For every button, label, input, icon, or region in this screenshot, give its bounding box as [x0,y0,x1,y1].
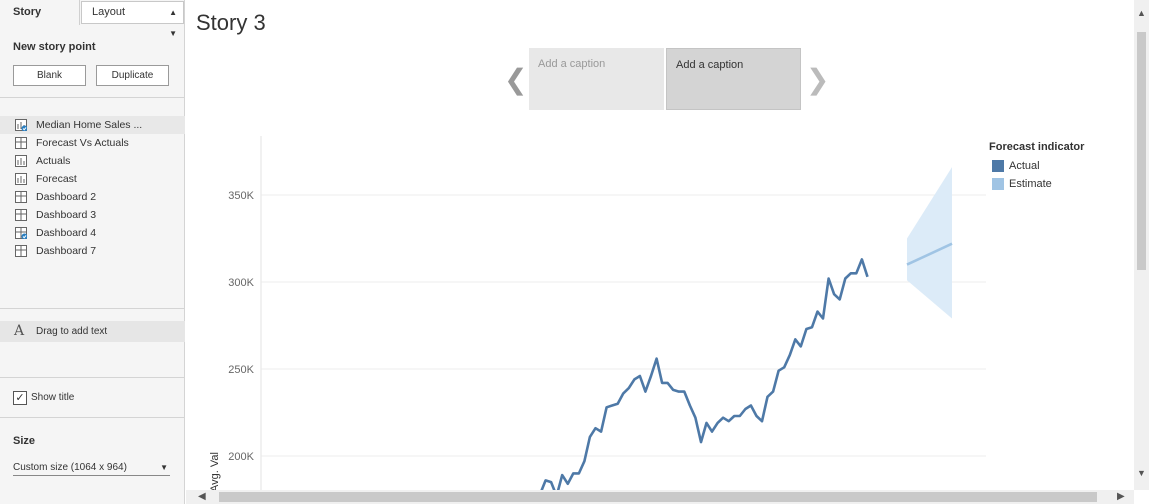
y-tick-label: 250K [228,364,254,376]
divider [0,97,185,98]
drag-text-label: Drag to add text [36,326,108,337]
show-title-label: Show title [31,392,75,403]
scroll-thumb[interactable] [1137,32,1146,270]
sheet-item[interactable]: Forecast [0,170,185,188]
sheet-item-label: Dashboard 4 [36,227,97,239]
sheet-item-label: Dashboard 7 [36,245,97,257]
sheet-item-label: Forecast Vs Actuals [36,137,129,149]
y-tick-label: 350K [228,190,254,202]
sheet-item[interactable]: Dashboard 4 [0,224,185,242]
legend: Forecast indicator Actual Estimate [989,141,1084,193]
dashboard-icon [15,137,27,149]
sheet-item[interactable]: Dashboard 2 [0,188,185,206]
text-object-icon: A [14,323,25,339]
sheet-item[interactable]: Dashboard 7 [0,242,185,260]
legend-swatch [992,160,1004,172]
horizontal-scrollbar[interactable]: ◀ ▶ [186,490,1134,504]
y-tick-label: 300K [228,277,254,289]
size-dropdown-value: Custom size (1064 x 964) [13,462,127,473]
story-panel: Story Layout ▲ ▼ New story point Blank Du… [0,0,185,504]
story-canvas: Story 3 ❮ Add a caption Add a caption ❯ … [186,0,1149,504]
sheet-item[interactable]: Median Home Sales ... [0,116,185,134]
new-story-point-heading: New story point [13,41,96,53]
line-chart[interactable]: 200K 250K 300K 350K Avg. Val [186,130,986,490]
sheet-item[interactable]: Actuals [0,152,185,170]
vertical-scrollbar[interactable]: ▲ ▼ [1134,0,1149,490]
sheet-item[interactable]: Dashboard 3 [0,206,185,224]
series-line-actual [540,258,869,490]
sheet-item-label: Median Home Sales ... [36,119,143,131]
scroll-down-icon[interactable]: ▼ [1137,468,1146,478]
up-down-arrows-icon: ▲ ▼ [169,8,177,38]
story-point-caption-2[interactable]: Add a caption [666,48,801,110]
legend-title: Forecast indicator [989,141,1085,153]
bar-chart-icon [15,119,27,131]
tab-layout[interactable]: Layout ▲ ▼ [81,1,184,38]
tab-story[interactable]: Story [0,0,80,25]
y-axis-title: Avg. Val [209,452,221,490]
legend-label: Actual [1009,160,1040,172]
sheet-item-label: Dashboard 3 [36,209,97,221]
chevron-down-icon: ▼ [160,463,168,472]
forecast-band [907,167,952,319]
size-heading: Size [13,435,36,447]
sheet-item-label: Forecast [36,173,77,185]
y-tick-label: 200K [228,451,254,463]
divider [0,417,185,418]
series-line-estimate [906,242,953,266]
dashboard-icon [15,209,27,221]
sheet-item-label: Actuals [36,155,71,167]
duplicate-button[interactable]: Duplicate [96,65,169,86]
legend-item[interactable]: Estimate [989,175,1084,193]
bar-chart-icon [15,155,27,167]
scroll-left-icon[interactable]: ◀ [198,491,206,502]
checkmark-icon[interactable]: ✓ [13,391,27,405]
divider [0,377,185,378]
dashboard-icon [15,227,27,239]
scroll-up-icon[interactable]: ▲ [1137,8,1146,18]
legend-swatch [992,178,1004,190]
legend-item[interactable]: Actual [989,157,1084,175]
dashboard-icon [15,245,27,257]
panel-tabs: Story Layout ▲ ▼ [0,0,185,38]
show-title-checkbox[interactable]: ✓ Show title [13,391,74,405]
divider [0,308,185,309]
bar-chart-icon [15,173,27,185]
scroll-right-icon[interactable]: ▶ [1117,491,1125,502]
story-title: Story 3 [196,10,266,35]
blank-button[interactable]: Blank [13,65,86,86]
dashboard-icon [15,191,27,203]
size-dropdown[interactable]: Custom size (1064 x 964) ▼ [13,460,170,476]
next-arrow-icon[interactable]: ❯ [806,63,830,96]
sheet-item-label: Dashboard 2 [36,191,97,203]
legend-label: Estimate [1009,178,1052,190]
sheet-item[interactable]: Forecast Vs Actuals [0,134,185,152]
drag-to-add-text[interactable]: A Drag to add text [0,321,185,342]
story-point-caption-1[interactable]: Add a caption [529,48,664,110]
sheet-list: Median Home Sales ... Forecast Vs Actuals… [0,116,185,260]
scroll-thumb[interactable] [219,492,1097,502]
previous-arrow-icon[interactable]: ❮ [504,63,528,96]
tab-layout-label: Layout [92,6,126,18]
